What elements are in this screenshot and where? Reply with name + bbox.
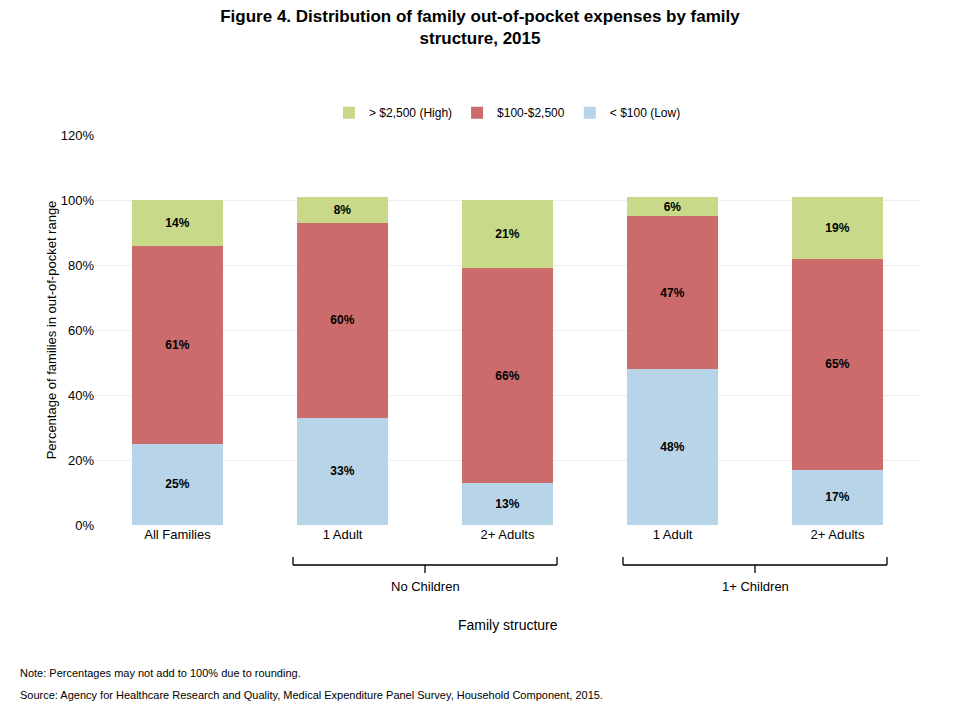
svg-text:1 Adult: 1 Adult xyxy=(323,527,363,542)
svg-text:120%: 120% xyxy=(61,128,95,143)
svg-text:33%: 33% xyxy=(330,464,354,478)
svg-text:0%: 0% xyxy=(75,518,94,533)
svg-text:14%: 14% xyxy=(165,216,189,230)
svg-text:17%: 17% xyxy=(825,490,849,504)
svg-text:20%: 20% xyxy=(68,453,94,468)
svg-text:$100-$2,500: $100-$2,500 xyxy=(497,106,565,120)
svg-text:1 Adult: 1 Adult xyxy=(653,527,693,542)
svg-text:61%: 61% xyxy=(165,338,189,352)
svg-text:13%: 13% xyxy=(495,497,519,511)
svg-text:65%: 65% xyxy=(825,357,849,371)
svg-text:21%: 21% xyxy=(495,227,519,241)
svg-text:60%: 60% xyxy=(330,313,354,327)
svg-text:48%: 48% xyxy=(660,440,684,454)
svg-text:> $2,500 (High): > $2,500 (High) xyxy=(369,106,452,120)
svg-text:6%: 6% xyxy=(664,200,682,214)
svg-text:< $100 (Low): < $100 (Low) xyxy=(610,106,680,120)
svg-text:All Families: All Families xyxy=(144,527,211,542)
svg-text:100%: 100% xyxy=(61,193,95,208)
svg-text:19%: 19% xyxy=(825,221,849,235)
svg-text:40%: 40% xyxy=(68,388,94,403)
svg-text:Source: Agency for Healthcare: Source: Agency for Healthcare Research a… xyxy=(20,689,603,701)
svg-text:Note: Percentages may not add: Note: Percentages may not add to 100% du… xyxy=(20,667,301,679)
svg-text:25%: 25% xyxy=(165,477,189,491)
svg-text:2+ Adults: 2+ Adults xyxy=(811,527,865,542)
svg-text:2+ Adults: 2+ Adults xyxy=(481,527,535,542)
svg-text:66%: 66% xyxy=(495,369,519,383)
svg-text:Family structure: Family structure xyxy=(458,617,558,633)
svg-text:8%: 8% xyxy=(334,203,352,217)
svg-text:60%: 60% xyxy=(68,323,94,338)
svg-text:Figure 4. Distribution of fami: Figure 4. Distribution of family out-of-… xyxy=(220,7,740,48)
svg-text:Percentage of families in out-: Percentage of families in out-of-pocket … xyxy=(44,201,59,460)
svg-text:80%: 80% xyxy=(68,258,94,273)
svg-text:47%: 47% xyxy=(660,286,684,300)
svg-text:1+ Children: 1+ Children xyxy=(722,579,789,594)
svg-text:No Children: No Children xyxy=(391,579,460,594)
